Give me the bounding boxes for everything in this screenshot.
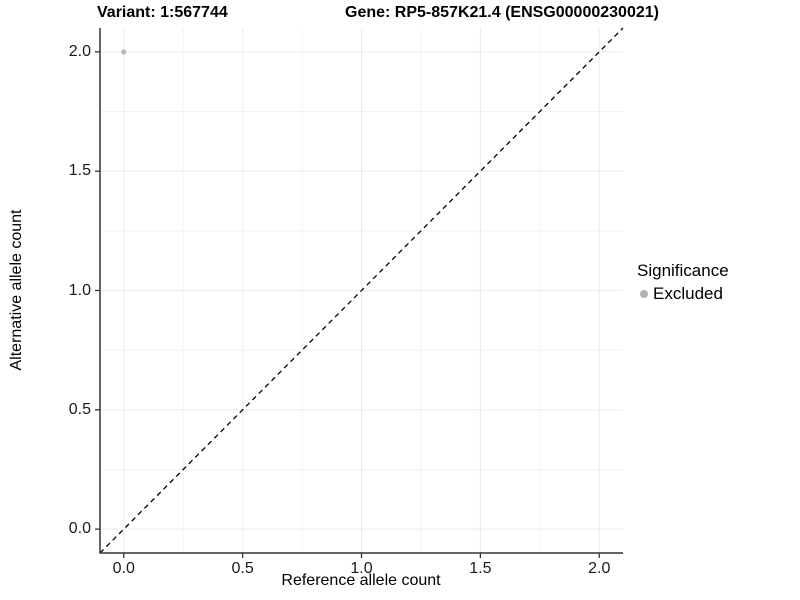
data-point <box>121 49 127 55</box>
identity-reference-line <box>99 27 624 554</box>
y-tick-label: 1.5 <box>68 162 91 180</box>
x-tick-label: 1.5 <box>469 560 492 577</box>
y-tick-label: 0.5 <box>68 400 91 418</box>
y-tick-label: 1.0 <box>68 281 91 299</box>
legend-item-excluded: Excluded <box>637 284 729 304</box>
x-tick-label: 0.0 <box>112 560 135 577</box>
legend: Significance Excluded <box>637 261 729 304</box>
x-axis-title: Reference allele count <box>281 572 441 589</box>
x-tick-label: 0.5 <box>231 560 254 577</box>
legend-item-label: Excluded <box>653 284 723 303</box>
y-tick-label: 2.0 <box>68 42 91 60</box>
x-tick-label: 2.0 <box>588 560 611 577</box>
x-tick-label: 1.0 <box>350 560 373 577</box>
excluded-marker-icon <box>640 290 648 298</box>
gene-title: Gene: RP5-857K21.4 (ENSG00000230021) <box>345 4 659 21</box>
y-tick-label: 0.0 <box>68 520 91 538</box>
variant-title: Variant: 1:567744 <box>97 4 228 21</box>
legend-title: Significance <box>637 261 729 280</box>
y-axis-title: Alternative allele count <box>8 209 25 371</box>
